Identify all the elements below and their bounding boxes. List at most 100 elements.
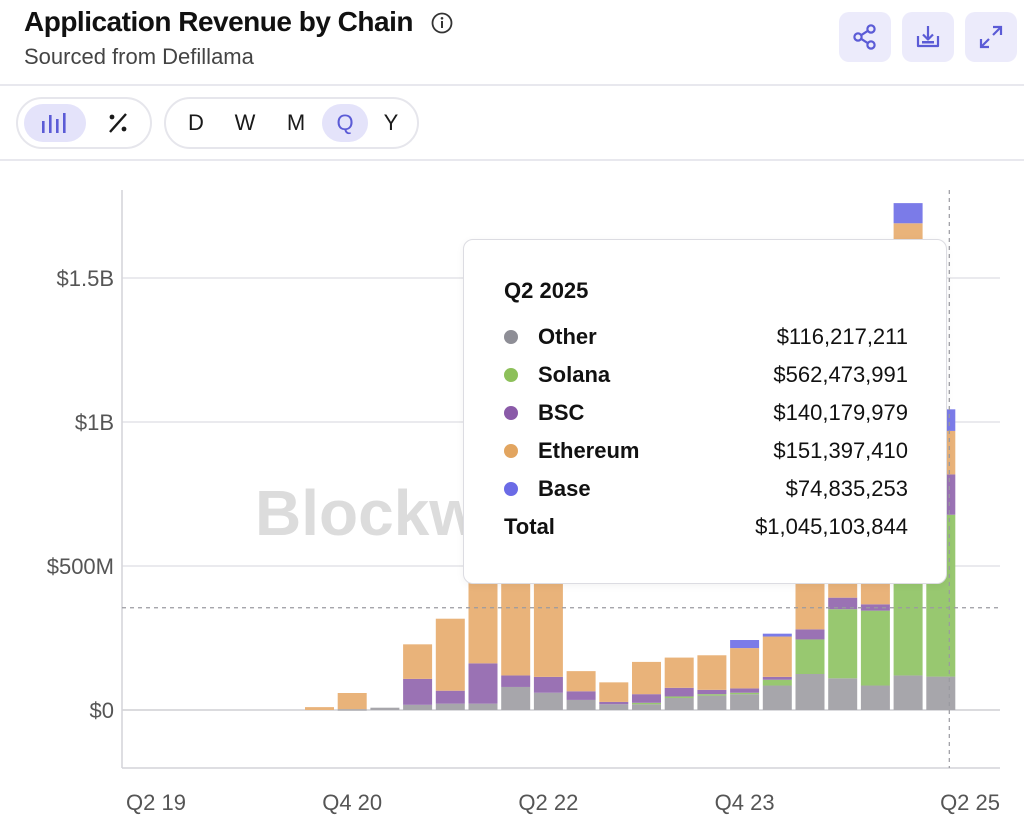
bar-segment-solana[interactable] xyxy=(795,639,825,674)
bar-segment-solana[interactable] xyxy=(697,694,727,696)
bar-segment-ethereum[interactable] xyxy=(403,644,433,679)
bar-segment-other[interactable] xyxy=(664,697,694,710)
bar-segment-solana[interactable] xyxy=(632,702,661,705)
period-y[interactable]: Y xyxy=(383,110,399,135)
bar-segment-other[interactable] xyxy=(697,695,727,710)
tooltip-value: $151,397,410 xyxy=(773,438,908,463)
tooltip-value: $74,835,253 xyxy=(785,476,908,501)
header-divider xyxy=(0,84,1024,86)
bar-segment-base[interactable] xyxy=(762,633,792,637)
bar-segment-solana[interactable] xyxy=(664,696,694,698)
tooltip-value: $116,217,211 xyxy=(776,324,908,349)
y-tick-label: $1.5B xyxy=(57,266,115,291)
bar-segment-solana[interactable] xyxy=(828,609,858,679)
chart-tooltip: Q2 2025 Other $116,217,211 Solana $562,4… xyxy=(463,239,947,584)
bar-segment-bsc[interactable] xyxy=(762,676,792,680)
share-button[interactable] xyxy=(839,12,891,62)
bar-segment-other[interactable] xyxy=(501,686,531,710)
bar-segment-bsc[interactable] xyxy=(533,676,563,693)
expand-icon xyxy=(979,25,1003,49)
x-tick-label: Q2 25 xyxy=(940,790,1000,815)
chart-type-toggle xyxy=(16,97,152,149)
bar-segment-other[interactable] xyxy=(370,707,400,710)
bar-segment-base[interactable] xyxy=(730,640,760,649)
bar-segment-other[interactable] xyxy=(403,704,433,710)
bar-segment-other[interactable] xyxy=(795,674,825,710)
x-tick-label: Q2 22 xyxy=(518,790,578,815)
period-selector: D W M Q Y xyxy=(164,97,419,149)
bar-segment-ethereum[interactable] xyxy=(762,636,792,677)
bar-chart-button[interactable] xyxy=(24,104,86,142)
bar-segment-bsc[interactable] xyxy=(566,691,596,700)
bar-segment-other[interactable] xyxy=(860,685,890,710)
bar-segment-bsc[interactable] xyxy=(468,663,498,704)
share-icon xyxy=(853,24,876,50)
bar-segment-other[interactable] xyxy=(893,675,923,710)
tooltip-label: BSC xyxy=(538,400,585,425)
period-d[interactable]: D xyxy=(188,110,204,135)
bar-segment-other[interactable] xyxy=(828,678,858,710)
bar-segment-other[interactable] xyxy=(533,692,563,710)
bar-segment-other[interactable] xyxy=(566,699,596,710)
period-w[interactable]: W xyxy=(234,110,256,135)
x-tick-label: Q4 20 xyxy=(322,790,382,815)
x-tick-label: Q2 19 xyxy=(126,790,186,815)
legend-dot-solana xyxy=(504,368,518,382)
bar-segment-bsc[interactable] xyxy=(599,701,629,705)
tooltip-label: Solana xyxy=(538,362,611,387)
y-tick-label: $1B xyxy=(75,410,114,435)
bar-segment-ethereum[interactable] xyxy=(632,661,661,695)
period-m[interactable]: M xyxy=(286,110,306,135)
bar-segment-bsc[interactable] xyxy=(795,629,825,640)
bar-segment-bsc[interactable] xyxy=(697,689,727,695)
bar-segment-bsc[interactable] xyxy=(435,690,465,704)
percent-button[interactable] xyxy=(88,104,148,142)
bar-segment-other[interactable] xyxy=(632,704,661,710)
bar-segment-ethereum[interactable] xyxy=(305,707,334,710)
bar-segment-other[interactable] xyxy=(599,704,629,710)
bar-segment-bsc[interactable] xyxy=(501,675,531,687)
bar-segment-ethereum[interactable] xyxy=(468,576,498,664)
bar-segment-ethereum[interactable] xyxy=(664,657,694,688)
bar-segment-other[interactable] xyxy=(435,703,465,710)
bar-segment-ethereum[interactable] xyxy=(599,682,629,702)
period-q[interactable]: Q xyxy=(322,104,368,142)
bar-segment-ethereum[interactable] xyxy=(337,693,367,710)
expand-button[interactable] xyxy=(965,12,1017,62)
bar-segment-bsc[interactable] xyxy=(828,597,858,610)
download-icon xyxy=(916,26,940,48)
tooltip-value: $562,473,991 xyxy=(773,362,908,387)
legend-dot-bsc xyxy=(504,406,518,420)
bar-segment-bsc[interactable] xyxy=(403,678,433,705)
bar-segment-other[interactable] xyxy=(337,709,367,711)
info-icon[interactable] xyxy=(431,12,453,34)
tooltip-label: Base xyxy=(538,476,591,501)
tooltip-total-label: Total xyxy=(504,514,555,539)
bar-segment-ethereum[interactable] xyxy=(566,671,596,692)
bar-segment-other[interactable] xyxy=(926,676,956,710)
bar-segment-other[interactable] xyxy=(730,694,760,710)
chart-header: Application Revenue by Chain Sourced fro… xyxy=(0,0,1024,86)
bar-segment-ethereum[interactable] xyxy=(730,648,760,689)
legend-dot-base xyxy=(504,482,518,496)
bar-segment-solana[interactable] xyxy=(762,679,792,686)
bar-segment-solana[interactable] xyxy=(860,610,890,686)
bar-segment-base[interactable] xyxy=(893,203,923,224)
toolbar-divider xyxy=(0,159,1024,161)
percent-icon xyxy=(109,113,127,133)
tooltip-total-value: $1,045,103,844 xyxy=(755,514,908,539)
bar-segment-ethereum[interactable] xyxy=(697,655,727,690)
x-tick-label: Q4 23 xyxy=(715,790,775,815)
bar-segment-bsc[interactable] xyxy=(664,687,694,697)
bar-segment-solana[interactable] xyxy=(730,692,760,695)
bar-segment-ethereum[interactable] xyxy=(435,618,465,691)
bar-segment-other[interactable] xyxy=(468,703,498,710)
bar-segment-bsc[interactable] xyxy=(730,688,760,693)
tooltip-label: Other xyxy=(538,324,597,349)
bar-segment-bsc[interactable] xyxy=(632,694,661,703)
bar-segment-other[interactable] xyxy=(762,685,792,710)
download-button[interactable] xyxy=(902,12,954,62)
y-tick-label: $500M xyxy=(47,554,114,579)
tooltip-title: Q2 2025 xyxy=(504,278,589,303)
tooltip-row-total: Total $1,045,103,844 xyxy=(504,512,908,542)
